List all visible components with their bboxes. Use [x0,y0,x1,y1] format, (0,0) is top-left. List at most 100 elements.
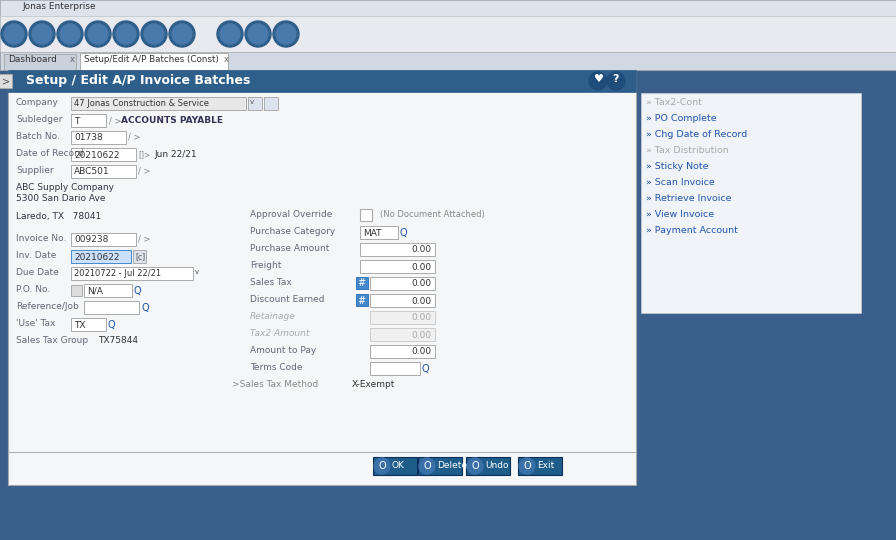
Text: x: x [70,56,75,64]
Text: Setup / Edit A/P Invoice Batches: Setup / Edit A/P Invoice Batches [26,74,250,87]
Circle shape [519,458,535,474]
Bar [71,267,193,280]
Text: OK: OK [392,461,405,470]
Text: Dashboard: Dashboard [8,56,56,64]
Bar [71,285,82,296]
Text: Purchase Amount: Purchase Amount [250,244,330,253]
Text: 0.00: 0.00 [412,246,432,254]
Bar [418,457,462,475]
Text: ?: ? [612,74,618,84]
Text: Subledger: Subledger [16,115,63,124]
Bar [356,294,368,306]
Text: Inv. Date: Inv. Date [16,251,56,260]
Text: » Retrieve Invoice: » Retrieve Invoice [646,194,731,203]
Text: Discount Earned: Discount Earned [250,295,324,304]
Bar [133,250,146,263]
Bar [0,52,896,70]
Text: » PO Complete: » PO Complete [646,114,717,123]
Bar [84,301,139,314]
Bar [71,148,136,161]
Text: TX75844: TX75844 [98,336,138,345]
Text: ♥: ♥ [594,74,604,84]
Text: Freight: Freight [250,261,281,270]
Bar [248,97,262,110]
Text: #: # [357,295,366,306]
Circle shape [374,458,390,474]
Circle shape [245,21,271,47]
Bar [71,318,106,331]
Text: v: v [195,269,199,275]
Text: 0.00: 0.00 [412,314,432,322]
Text: / >: / > [128,133,141,142]
Bar [373,457,417,475]
Text: / >: / > [138,235,151,244]
Text: Setup/Edit A/P Batches (Const): Setup/Edit A/P Batches (Const) [84,55,219,64]
Text: []>: []> [138,150,151,159]
Text: O: O [423,461,431,471]
Text: Tax2 Amount: Tax2 Amount [250,329,309,338]
Bar [0,16,896,52]
Bar [370,328,435,341]
Circle shape [273,21,299,47]
Bar [641,93,861,313]
Text: Q: Q [108,320,116,330]
Circle shape [88,24,108,44]
Text: v: v [250,99,254,105]
Text: Delete: Delete [437,461,467,470]
Bar [8,70,636,485]
Circle shape [4,24,24,44]
Text: 20210622: 20210622 [74,253,119,261]
Text: #: # [357,279,366,288]
Text: Laredo, TX   78041: Laredo, TX 78041 [16,212,101,221]
Bar [360,243,435,256]
Bar [80,53,228,70]
Circle shape [419,458,435,474]
Text: Jonas Enterprise: Jonas Enterprise [22,2,96,11]
Circle shape [276,24,296,44]
Bar [4,54,76,70]
Text: 20210622: 20210622 [74,151,119,159]
Text: MAT: MAT [363,228,382,238]
Bar [0,0,896,16]
Circle shape [589,72,607,90]
Text: Invoice No.: Invoice No. [16,234,66,243]
Text: 0.00: 0.00 [412,330,432,340]
Text: Q: Q [400,228,408,238]
Circle shape [1,21,27,47]
Text: >Sales Tax Method: >Sales Tax Method [232,380,318,389]
Text: O: O [471,461,478,471]
Text: Jun 22/21: Jun 22/21 [154,150,196,159]
Text: Undo: Undo [485,461,509,470]
Bar [71,233,136,246]
Circle shape [113,21,139,47]
Circle shape [467,458,483,474]
Text: 47 Jonas Construction & Service: 47 Jonas Construction & Service [74,99,209,109]
Text: Date of Record: Date of Record [16,149,83,158]
Text: Batch No.: Batch No. [16,132,60,141]
Text: 0.00: 0.00 [412,262,432,272]
Text: O: O [378,461,386,471]
Text: Sales Tax: Sales Tax [250,278,292,287]
Text: Q: Q [141,303,149,313]
Text: Retainage: Retainage [250,312,296,321]
Text: Sales Tax Group: Sales Tax Group [16,336,88,345]
Circle shape [172,24,192,44]
Text: Supplier: Supplier [16,166,54,175]
Bar [264,97,278,110]
Circle shape [29,21,55,47]
Bar [370,311,435,324]
Circle shape [57,21,83,47]
Text: 0.00: 0.00 [412,296,432,306]
Text: » Tax Distribution: » Tax Distribution [646,146,728,155]
Bar [360,260,435,273]
Text: Due Date: Due Date [16,268,59,277]
Text: 0.00: 0.00 [412,280,432,288]
Text: P.O. No.: P.O. No. [16,285,50,294]
Text: X-Exempt: X-Exempt [352,380,395,389]
Circle shape [220,24,240,44]
Text: 5300 San Dario Ave: 5300 San Dario Ave [16,194,106,203]
Bar [71,114,106,127]
Text: » Sticky Note: » Sticky Note [646,162,709,171]
Circle shape [607,72,625,90]
Circle shape [116,24,136,44]
